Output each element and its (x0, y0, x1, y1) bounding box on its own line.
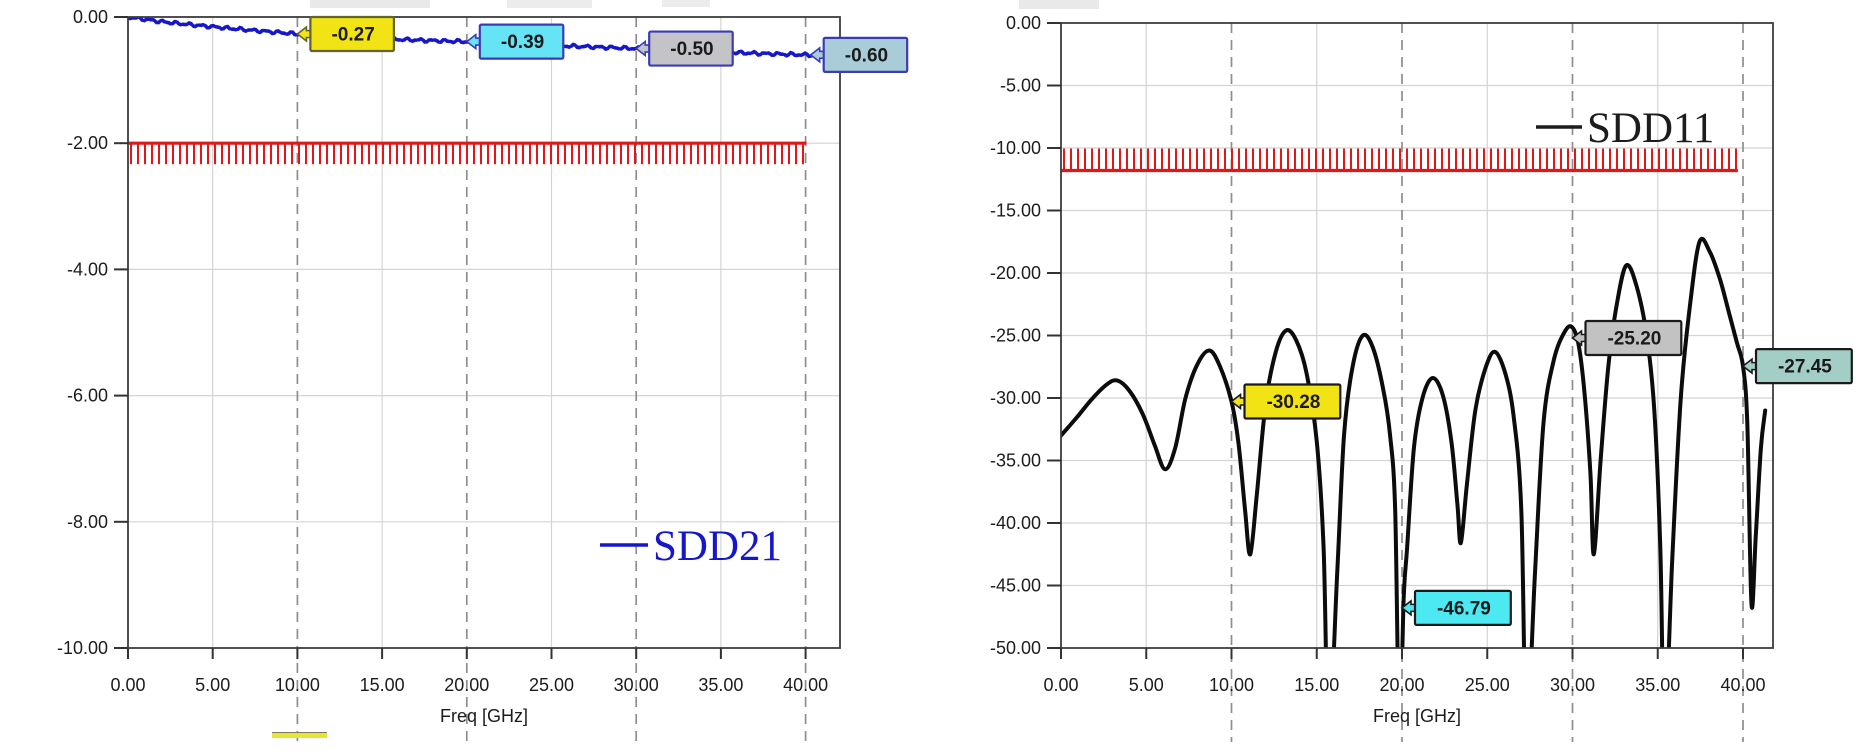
y-tick-label: -20.00 (990, 263, 1041, 283)
marker-box (478, 23, 565, 60)
axis-ticks (1047, 22, 1744, 659)
cropped-text-artifact (662, 0, 710, 7)
x-tick-label: 10.00 (275, 675, 320, 695)
x-tick-label: 10.00 (1209, 675, 1254, 695)
marker-value: -46.79 (1437, 598, 1491, 619)
yellow-fragment (272, 732, 327, 738)
gridlines (128, 17, 840, 742)
x-tick-label: 0.00 (110, 675, 145, 695)
x-tick-label: 40.00 (783, 675, 828, 695)
axis-labels: 0.00 5.00 10.00 15.00 20.00 25.00 30.00 35.00 40… (57, 7, 828, 726)
marker-callout[interactable]: -27.45 (1741, 348, 1853, 385)
marker-box (1584, 319, 1683, 357)
x-tick-label: 20.00 (444, 675, 489, 695)
marker-callout[interactable]: -0.27 (296, 15, 395, 53)
cropped-text-artifact (507, 0, 592, 8)
y-tick-label: -10.00 (57, 638, 108, 658)
x-tick-label: 20.00 (1379, 675, 1424, 695)
y-tick-label: -45.00 (990, 576, 1041, 596)
x-tick-label: 25.00 (529, 675, 574, 695)
y-tick-label: 0.00 (73, 7, 108, 27)
marker-callout[interactable]: -0.50 (634, 30, 734, 67)
y-tick-label: -35.00 (990, 451, 1041, 471)
limit-line (128, 141, 807, 165)
x-tick-label: 15.00 (360, 675, 405, 695)
legend-label: SDD11 (1587, 105, 1714, 152)
marker-value: -0.50 (670, 39, 713, 60)
marker-callout[interactable]: -0.60 (809, 36, 909, 73)
y-tick-label: -30.00 (990, 388, 1041, 408)
marker-box (1754, 348, 1853, 385)
marker-value: -30.28 (1266, 392, 1320, 413)
x-tick-label: 35.00 (1635, 675, 1680, 695)
x-tick-label: 35.00 (698, 675, 743, 695)
plot-border (127, 16, 841, 649)
y-tick-label: -2.00 (67, 133, 108, 153)
y-tick-label: -10.00 (990, 138, 1041, 158)
marker-callout[interactable]: -25.20 (1571, 319, 1683, 357)
marker-callout[interactable]: -30.28 (1230, 383, 1342, 420)
marker-callout[interactable]: -46.79 (1400, 589, 1512, 626)
marker-box (1243, 383, 1342, 420)
x-tick-label: 5.00 (1129, 675, 1164, 695)
axis-ticks (114, 16, 807, 659)
legend-label: SDD21 (653, 523, 782, 570)
x-axis-title: Freq [GHz] (1373, 706, 1461, 726)
marker-box (309, 15, 395, 53)
x-tick-label: 5.00 (195, 675, 230, 695)
y-tick-label: -8.00 (67, 512, 108, 532)
legend-sdd21[interactable]: SDD21 (600, 523, 782, 570)
x-tick-label: 30.00 (1550, 675, 1595, 695)
marker-box (1413, 589, 1512, 626)
marker-value: -25.20 (1607, 329, 1661, 350)
marker-value: -0.60 (845, 45, 888, 66)
y-tick-label: -4.00 (67, 259, 108, 279)
x-tick-label: 0.00 (1043, 675, 1078, 695)
x-tick-label: 15.00 (1294, 675, 1339, 695)
y-tick-label: -6.00 (67, 386, 108, 406)
marker-box (822, 36, 909, 73)
y-tick-label: 0.00 (1006, 13, 1041, 33)
marker-callout[interactable]: -0.39 (465, 23, 565, 60)
cropped-text-artifact (310, 0, 430, 8)
x-axis-title: Freq [GHz] (440, 706, 528, 726)
x-tick-label: 40.00 (1720, 675, 1765, 695)
y-tick-label: -25.00 (990, 326, 1041, 346)
marker-value: -0.27 (331, 25, 374, 46)
y-tick-label: -40.00 (990, 513, 1041, 533)
cropped-text-artifact (1019, 0, 1099, 9)
limit-line (1061, 148, 1738, 173)
marker-box (648, 30, 734, 67)
y-tick-label: -15.00 (990, 201, 1041, 221)
y-tick-label: -5.00 (1000, 76, 1041, 96)
marker-value: -27.45 (1778, 357, 1832, 378)
x-tick-label: 25.00 (1465, 675, 1510, 695)
marker-value: -0.39 (501, 32, 544, 53)
series-sdd11 (1061, 236, 1768, 648)
legend-sdd11[interactable]: SDD11 (1536, 105, 1714, 152)
y-tick-label: -50.00 (990, 638, 1041, 658)
axis-labels: 0.00 5.00 10.00 15.00 20.00 25.00 30.00 35.00 40… (990, 13, 1766, 726)
x-tick-label: 30.00 (614, 675, 659, 695)
